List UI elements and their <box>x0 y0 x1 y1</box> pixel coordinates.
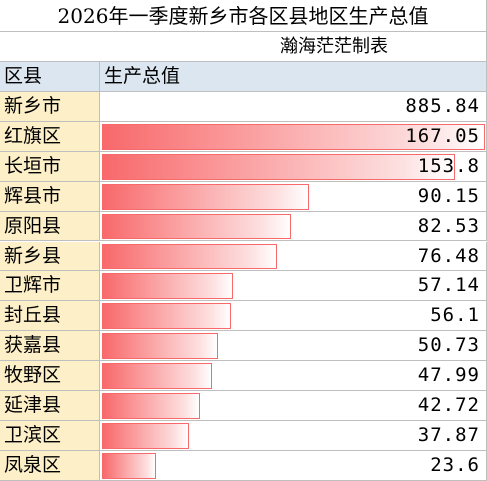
data-bar <box>102 273 233 300</box>
region-name: 凤泉区 <box>0 450 100 481</box>
data-bar <box>102 243 278 270</box>
data-bar <box>102 153 455 180</box>
title: 2026年一季度新乡市各区县地区生产总值 <box>0 0 487 32</box>
data-bar <box>102 183 309 210</box>
data-bar <box>102 422 189 449</box>
gdp-value: 37.87 <box>100 420 487 451</box>
region-name: 封丘县 <box>0 301 100 332</box>
region-name: 辉县市 <box>0 181 100 212</box>
region-name: 获嘉县 <box>0 331 100 362</box>
gdp-value: 885.84 <box>100 92 487 122</box>
header-cell: 生产总值 <box>100 62 487 92</box>
gdp-value: 47.99 <box>100 361 487 391</box>
gdp-value: 153.8 <box>100 151 487 182</box>
region-name: 新乡县 <box>0 241 100 272</box>
data-bar <box>102 303 231 330</box>
subtitle: 瀚海茫茫制表 <box>0 32 487 62</box>
region-name: 原阳县 <box>0 211 100 242</box>
gdp-value: 90.15 <box>100 181 487 212</box>
data-bar <box>102 213 292 240</box>
gdp-value: 23.6 <box>100 450 487 481</box>
gdp-value: 56.1 <box>100 301 487 332</box>
gdp-value: 76.48 <box>100 241 487 272</box>
gdp-value: 50.73 <box>100 331 487 362</box>
region-name: 红旗区 <box>0 121 100 152</box>
data-bar <box>102 123 485 150</box>
region-name: 长垣市 <box>0 151 100 182</box>
region-name: 牧野区 <box>0 361 100 391</box>
data-bar <box>102 452 157 479</box>
gdp-value: 82.53 <box>100 211 487 242</box>
data-bar <box>102 363 213 389</box>
gdp-value: 57.14 <box>100 271 487 302</box>
region-name: 卫滨区 <box>0 420 100 451</box>
gdp-value: 167.05 <box>100 121 487 152</box>
gdp-value: 42.72 <box>100 391 487 421</box>
data-bar <box>102 393 200 419</box>
region-name: 新乡市 <box>0 92 100 122</box>
region-name: 卫辉市 <box>0 271 100 302</box>
header-cell: 区县 <box>0 62 100 92</box>
region-name: 延津县 <box>0 391 100 421</box>
data-bar <box>102 333 219 360</box>
